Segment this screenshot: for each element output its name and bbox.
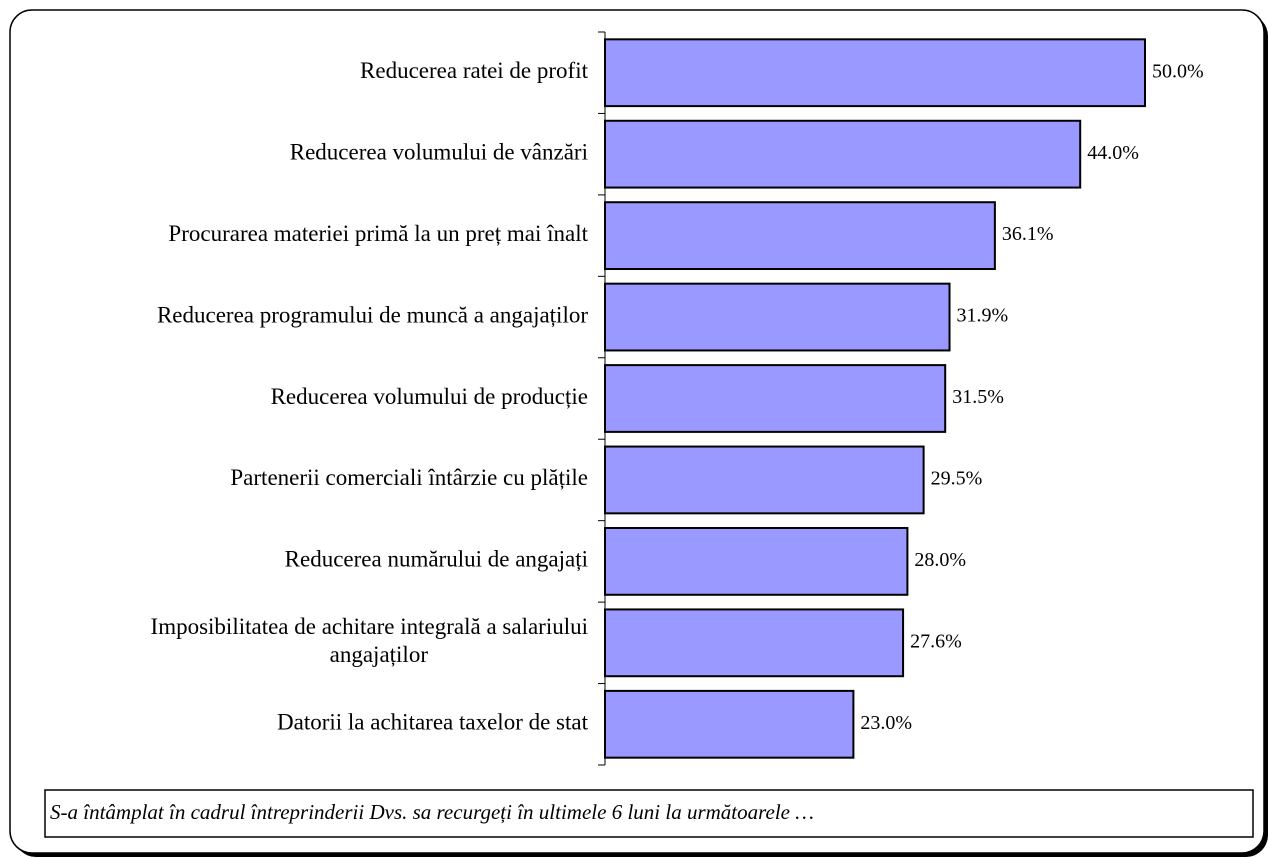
bar <box>604 526 909 596</box>
category-label: Imposibilitatea de achitare integrală a … <box>151 614 588 667</box>
bar <box>604 689 855 759</box>
note: S-a întâmplat în cadrul întreprinderii D… <box>50 800 814 824</box>
category-label: Reducerea volumului de producție <box>271 384 588 409</box>
value-label: 23.0% <box>860 712 912 734</box>
value-label: 31.9% <box>957 305 1009 327</box>
bar <box>604 282 951 352</box>
bar <box>604 119 1082 189</box>
value-label: 27.6% <box>910 630 962 652</box>
bar <box>604 364 947 433</box>
value-label: 31.5% <box>952 386 1004 408</box>
category-label: Reducerea numărului de angajați <box>285 547 588 572</box>
value-label: 29.5% <box>931 468 983 490</box>
category-label: Reducerea ratei de profit <box>360 58 589 83</box>
value-label: 50.0% <box>1152 60 1204 82</box>
category-label: Reducerea volumului de vânzări <box>290 139 588 164</box>
value-label: 36.1% <box>1002 223 1054 245</box>
bar <box>604 445 925 515</box>
value-label: 28.0% <box>914 549 966 571</box>
bar <box>604 38 1146 108</box>
bar <box>604 201 996 271</box>
category-label: Procurarea materiei primă la un preț mai… <box>168 221 588 246</box>
bar <box>604 608 905 678</box>
category-label: Reducerea programului de muncă a angajaț… <box>157 302 588 327</box>
category-label: Datorii la achitarea taxelor de stat <box>277 710 589 735</box>
note-box <box>44 789 1254 838</box>
value-label: 44.0% <box>1087 142 1139 164</box>
category-label: Partenerii comerciali întârzie cu plățil… <box>230 465 588 490</box>
